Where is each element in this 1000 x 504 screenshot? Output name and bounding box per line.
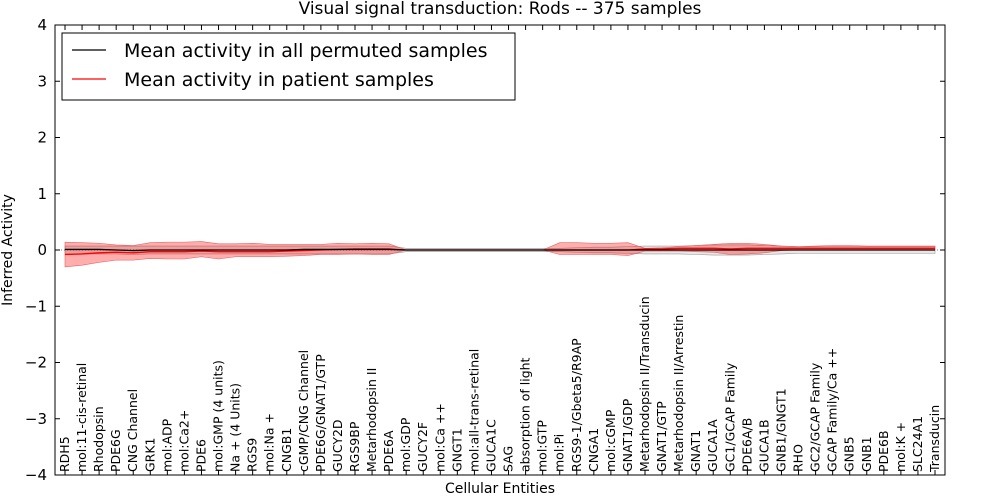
y-tick-label: −4 xyxy=(25,466,47,484)
x-tick-label: GNGT1 xyxy=(449,428,464,472)
legend-label: Mean activity in all permuted samples xyxy=(124,40,487,62)
x-tick-label: SLC24A1 xyxy=(910,416,925,472)
axes: 4 3 2 1 0 −1 −2 −3 −4 RDH5 mol:11-cis-retinal Rhodo… xyxy=(25,16,946,484)
x-tick-label: CNG Channel xyxy=(125,389,140,472)
x-tick-label: mol:K + xyxy=(893,422,908,472)
x-tick-label: GNB1/GNGT1 xyxy=(773,388,788,472)
x-tick-label: GC2/GCAP Family xyxy=(808,362,823,472)
x-tick-label: mol:Ca2+ xyxy=(176,410,191,472)
x-tick-label: RGS9BP xyxy=(347,421,362,472)
y-tick-label: 1 xyxy=(37,185,47,203)
x-tick-label: GNB1 xyxy=(859,436,874,472)
band-patient xyxy=(64,241,936,268)
x-tick-label: cGMP/CNG Channel xyxy=(296,350,311,472)
x-tick-label: RDH5 xyxy=(57,436,72,472)
x-tick-label: mol:GMP (4 units) xyxy=(211,360,226,472)
legend: Mean activity in all permuted samples Mea… xyxy=(61,32,516,101)
x-tick-label: Metarhodopsin II xyxy=(364,368,379,472)
x-tick-label: mol:Na + xyxy=(262,413,277,472)
x-tick-label: mol:ADP xyxy=(159,418,174,472)
x-tick-label: Na + (4 Units) xyxy=(228,383,243,472)
y-tick-label: 0 xyxy=(37,241,47,259)
legend-box xyxy=(61,32,516,101)
x-tick-label: PDE6G/GNAT1/GTP xyxy=(313,354,328,472)
x-tick-label: PDE6G xyxy=(108,429,123,472)
series-line-permuted xyxy=(65,248,935,252)
x-tick-label: mol:Pi xyxy=(552,434,567,472)
y-tick-label: 2 xyxy=(37,129,47,147)
x-tick-label: Rhodopsin xyxy=(91,406,106,472)
x-tick-label: RGS9-1/Gbeta5/R9AP xyxy=(569,338,584,472)
x-tick-label: mol:GDP xyxy=(398,417,413,472)
x-tick-label: CNGA1 xyxy=(586,428,601,472)
x-tick-label: absorption of light xyxy=(518,357,533,472)
x-tick-label: Transducin xyxy=(927,405,942,473)
x-tick-label: GCAP Family/Ca ++ xyxy=(825,348,840,472)
x-tick-label: mol:Ca ++ xyxy=(432,403,447,472)
x-tick-label: GNB5 xyxy=(842,436,857,472)
y-tick-label: 3 xyxy=(37,72,47,90)
x-tick-label: GNAT1/GDP xyxy=(620,398,635,472)
y-tick-label: −3 xyxy=(25,410,47,428)
x-tick-label: PDE6A xyxy=(381,430,396,472)
y-axis-label: Inferred Activity xyxy=(0,194,16,306)
x-tick-label: Metarhodopsin II/Transducin xyxy=(637,296,652,472)
x-tick-label: GRK1 xyxy=(142,437,157,472)
x-tick-label: GNAT1/GTP xyxy=(654,401,669,472)
x-tick-label: GUCA1C xyxy=(483,419,498,472)
x-tick-label: mol:GTP xyxy=(535,420,550,472)
x-tick-label: mol:all-trans-retinal xyxy=(466,349,481,472)
legend-label: Mean activity in patient samples xyxy=(124,69,434,91)
y-tick-label: 4 xyxy=(37,16,47,34)
x-tick-label: mol:cGMP xyxy=(603,409,618,472)
x-tick-label: GNAT1 xyxy=(688,430,703,472)
x-tick-label: GUCY2D xyxy=(330,419,345,472)
chart-title: Visual signal transduction: Rods -- 375 … xyxy=(299,0,702,19)
x-tick-label: RGS9 xyxy=(245,438,260,472)
x-tick-label: PDE6A/B xyxy=(739,418,754,472)
x-tick-label: SAG xyxy=(501,446,516,472)
x-tick-label: mol:11-cis-retinal xyxy=(74,363,89,472)
x-tick-label: GUCA1B xyxy=(756,419,771,472)
x-tick-label: CNGB1 xyxy=(279,428,294,472)
x-tick-label: GUCY2F xyxy=(415,422,430,472)
x-tick-label: Metarhodopsin II/Arrestin xyxy=(671,315,686,472)
plot-area xyxy=(55,241,945,268)
y-tick-label: −1 xyxy=(25,297,47,315)
x-tick-label: PDE6 xyxy=(193,439,208,472)
y-tick-label: −2 xyxy=(25,354,47,372)
x-axis-label: Cellular Entities xyxy=(445,481,555,497)
x-tick-label: GUCA1A xyxy=(705,419,720,472)
x-tick-label: GC1/GCAP Family xyxy=(722,362,737,472)
x-tick-label: RHO xyxy=(791,444,806,472)
x-tick-label: PDE6B xyxy=(876,430,891,472)
